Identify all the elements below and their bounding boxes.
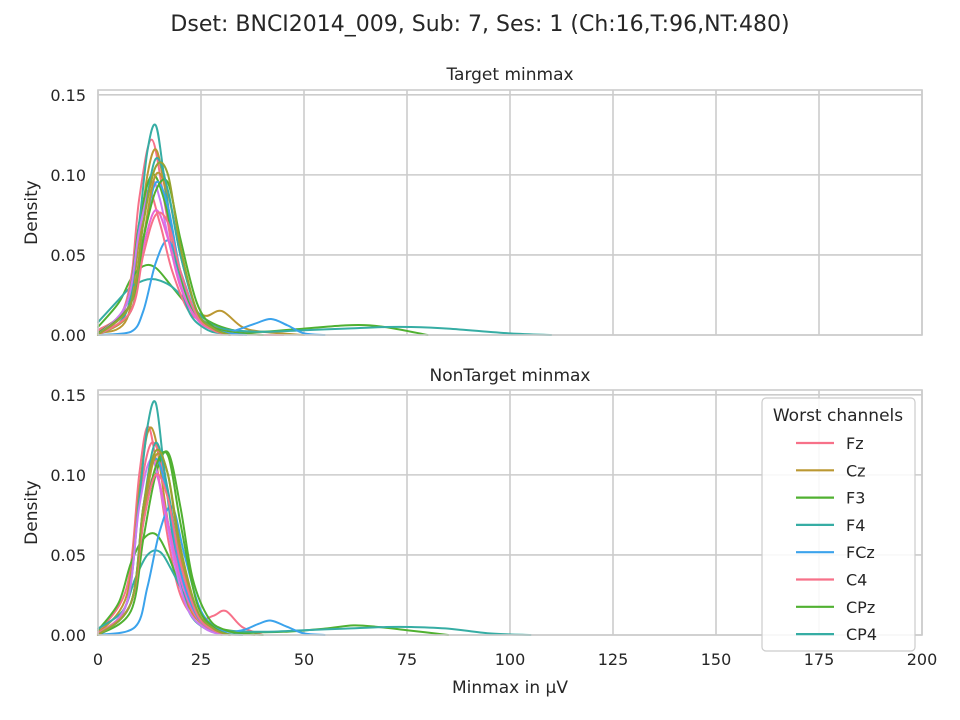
legend-label-f4: F4 bbox=[846, 516, 865, 535]
nontarget-density-curve-fz bbox=[97, 425, 264, 636]
target-y-tick-label: 0.15 bbox=[50, 86, 86, 105]
nontarget-y-axis-label: Density bbox=[22, 480, 42, 545]
target-minmax-panel: 0.00 0.05 0.10 0.15 Target minmax Density bbox=[22, 65, 923, 345]
nontarget-y-tick-label: 0.10 bbox=[50, 466, 86, 485]
legend-label-cz: Cz bbox=[846, 461, 866, 480]
target-density-curve-15 bbox=[97, 161, 231, 336]
x-tick-label: 150 bbox=[701, 650, 732, 669]
legend-title: Worst channels bbox=[773, 406, 903, 426]
x-tick-label: 0 bbox=[93, 650, 103, 669]
nontarget-panel-title: NonTarget minmax bbox=[430, 366, 591, 386]
x-tick-label: 75 bbox=[397, 650, 417, 669]
nontarget-density-curve-15 bbox=[97, 448, 231, 636]
nontarget-y-tick-label: 0.05 bbox=[50, 546, 86, 565]
legend-box bbox=[761, 397, 916, 652]
target-density-curve-14 bbox=[97, 211, 231, 336]
target-y-tick-label: 0.10 bbox=[50, 166, 86, 185]
x-tick-label: 175 bbox=[804, 650, 835, 669]
legend-label-f3: F3 bbox=[846, 489, 865, 508]
legend-label-cpz: CPz bbox=[846, 598, 875, 617]
target-y-tick-label: 0.05 bbox=[50, 246, 86, 265]
x-tick-label: 200 bbox=[907, 650, 938, 669]
x-tick-label: 100 bbox=[495, 650, 526, 669]
x-axis-label: Minmax in μV bbox=[452, 678, 568, 698]
target-y-axis-label: Density bbox=[22, 180, 42, 245]
nontarget-y-tick-label: 0.15 bbox=[50, 386, 86, 405]
legend: Worst channels Fz Cz F3 F4 FCz C4 CPz CP4 bbox=[761, 397, 916, 652]
nontarget-plot-frame bbox=[97, 389, 923, 636]
figure-suptitle: Dset: BNCI2014_009, Sub: 7, Ses: 1 (Ch:1… bbox=[170, 12, 789, 37]
x-tick-label: 125 bbox=[598, 650, 629, 669]
target-panel-title: Target minmax bbox=[445, 65, 573, 85]
x-tick-label: 25 bbox=[191, 650, 211, 669]
target-y-tick-label: 0.00 bbox=[50, 326, 86, 345]
legend-label-fz: Fz bbox=[846, 434, 864, 453]
legend-label-c4: C4 bbox=[846, 571, 867, 590]
legend-label-cp4: CP4 bbox=[846, 625, 877, 644]
nontarget-density-curve-cpz bbox=[97, 450, 264, 636]
target-plot-frame bbox=[97, 89, 923, 336]
legend-label-fcz: FCz bbox=[846, 543, 875, 562]
nontarget-minmax-panel: 0 25 50 75 100 125 150 175 200 0.00 0.05 0.10 0.15 N… bbox=[22, 366, 937, 698]
x-tick-label: 50 bbox=[294, 650, 314, 669]
nontarget-y-tick-label: 0.00 bbox=[50, 626, 86, 645]
